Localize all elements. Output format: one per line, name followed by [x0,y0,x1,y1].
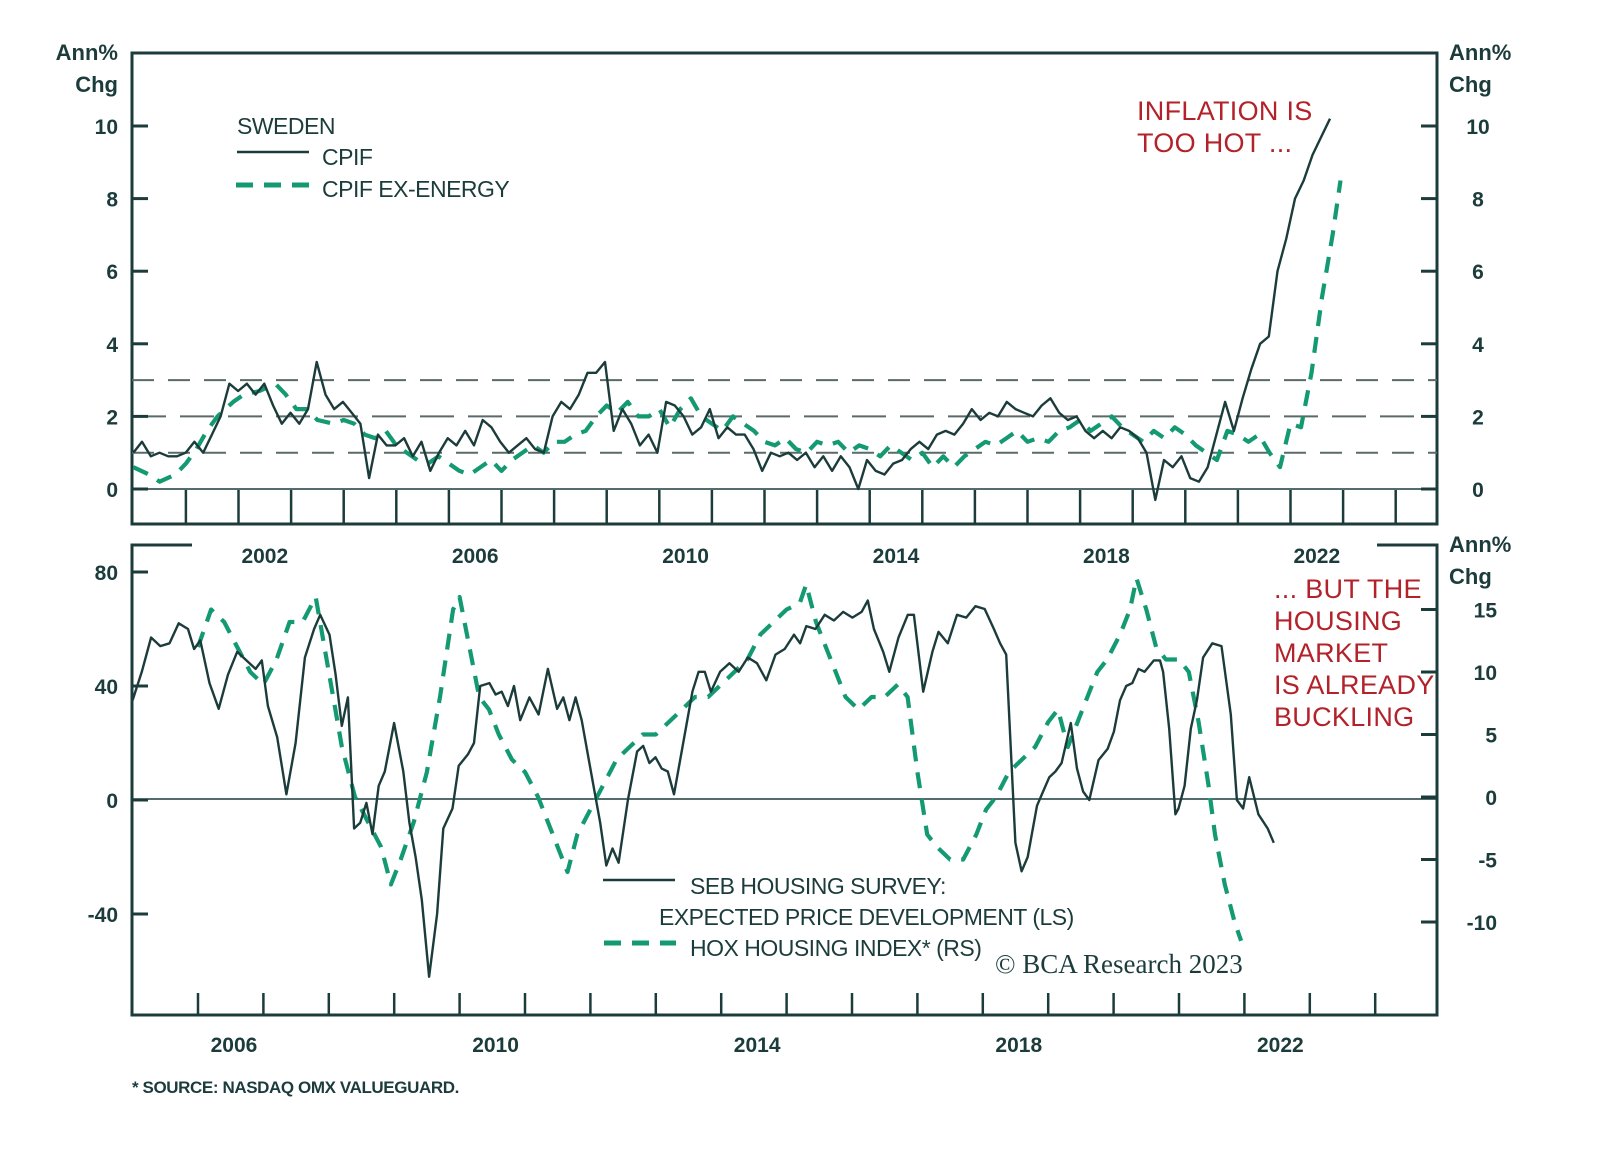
legend-label-seb-line2: EXPECTED PRICE DEVELOPMENT (LS) [659,904,1074,930]
top-xtick-label: 2014 [873,545,920,568]
bottom-ytick-label-right: 15 [1474,600,1498,623]
bottom-ytick-label-right: -10 [1467,912,1497,935]
bottom-ytick-label-right: -5 [1478,850,1497,873]
bottom-right-axis-title: Chg [1449,564,1492,589]
bottom-xtick-label: 2014 [734,1034,781,1057]
top-ytick-label-left: 8 [106,189,118,212]
bottom-xtick-label: 2010 [472,1034,519,1057]
annotation-top: INFLATION IS [1137,96,1313,126]
legend-label-seb-line1: SEB HOUSING SURVEY: [690,873,946,899]
top-ytick-label-left: 2 [106,406,118,429]
bottom-ytick-label-left: -40 [88,904,118,927]
bottom-panel-frame [130,543,1439,1017]
annotation-bottom: IS ALREADY [1274,670,1435,700]
bottom-ytick-label-left: 40 [95,676,118,699]
top-xtick-label: 2022 [1293,545,1340,568]
top-ytick-label-right: 0 [1472,479,1484,502]
top-xtick-label: 2010 [662,545,709,568]
top-xtick-label: 2006 [452,545,499,568]
series-hox-line [196,576,1244,942]
top-ytick-label-left: 4 [106,334,118,357]
series-seb-survey-line [131,599,1275,978]
top-ytick-label-left: 0 [106,479,118,502]
bottom-ytick-label-right: 0 [1485,787,1497,810]
top-ytick-label-right: 4 [1472,334,1484,357]
top-right-axis-title: Chg [1449,72,1492,97]
annotation-bottom: BUCKLING [1274,702,1414,732]
top-panel [130,51,1439,526]
legend-title: SWEDEN [237,113,335,139]
copyright-text: © BCA Research 2023 [995,949,1243,979]
top-ytick-label-left: 6 [106,261,118,284]
bottom-panel [130,543,1439,1017]
bottom-xtick-label: 2022 [1257,1034,1304,1057]
legend-label-hox: HOX HOUSING INDEX* (RS) [690,935,981,961]
annotation-bottom: HOUSING [1274,606,1402,636]
legend-label-cpif: CPIF [322,144,373,170]
top-ytick-label-right: 8 [1472,189,1484,212]
footnote-text: * SOURCE: NASDAQ OMX VALUEGUARD. [132,1078,459,1097]
annotation-bottom: MARKET [1274,638,1388,668]
top-ytick-label-right: 6 [1472,261,1484,284]
top-xtick-label: 2002 [241,545,288,568]
series-cpif-ex-energy-line [132,180,1343,484]
bottom-right-axis-title: Ann% [1449,532,1511,557]
legend-label-cpif-ex-energy: CPIF EX-ENERGY [322,176,509,202]
annotation-bottom: ... BUT THE [1274,574,1422,604]
annotation-top: TOO HOT ... [1137,128,1292,158]
top-left-axis-title: Chg [75,72,118,97]
bottom-ytick-label-left: 80 [95,562,118,585]
bottom-ytick-label-right: 10 [1474,662,1497,685]
bottom-ytick-label-left: 0 [106,790,118,813]
series-cpif-line [132,118,1332,502]
bottom-xtick-label: 2006 [211,1034,258,1057]
top-left-axis-title: Ann% [56,40,118,65]
bottom-xtick-label: 2018 [995,1034,1042,1057]
bottom-ytick-label-right: 5 [1485,725,1497,748]
top-panel-frame [130,51,1439,526]
top-xtick-label: 2018 [1083,545,1130,568]
top-ytick-label-left: 10 [95,116,118,139]
top-ytick-label-right: 2 [1472,406,1484,429]
top-ytick-label-right: 10 [1466,116,1489,139]
top-right-axis-title: Ann% [1449,40,1511,65]
